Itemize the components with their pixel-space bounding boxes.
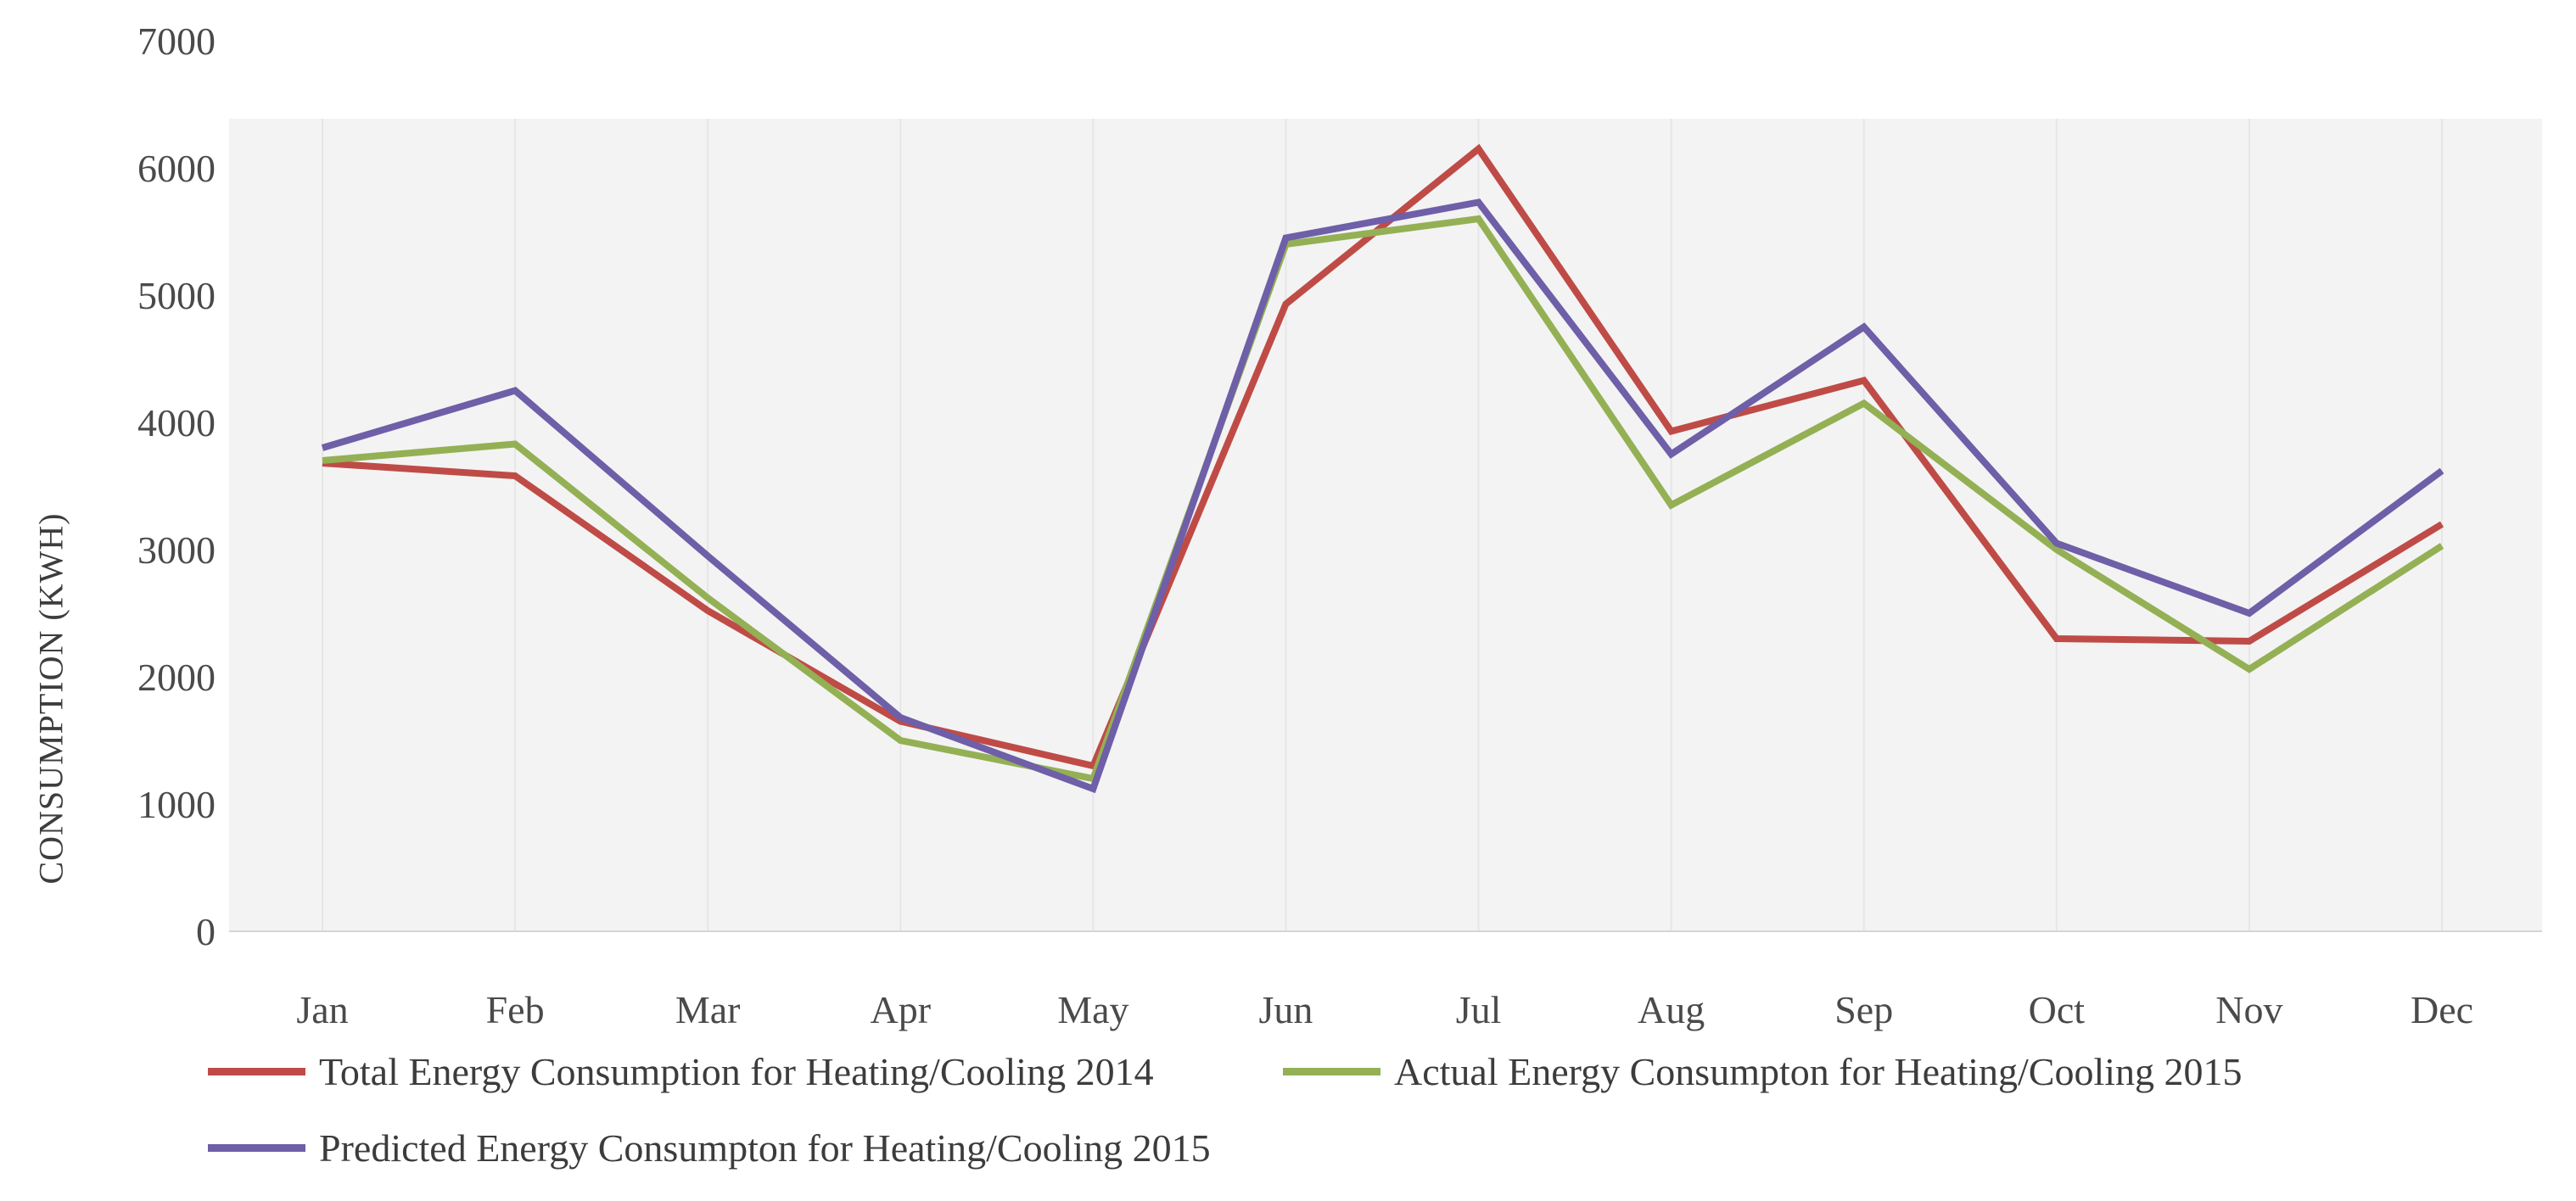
x-tick-label: Aug — [1638, 988, 1705, 1031]
x-tick-label: Sep — [1834, 988, 1893, 1031]
x-tick-label: Dec — [2411, 988, 2473, 1031]
legend-label: Actual Energy Consumpton for Heating/Coo… — [1394, 1049, 2243, 1093]
x-tick-label: Oct — [2029, 988, 2086, 1031]
x-tick-label: Jan — [296, 988, 348, 1031]
series-line-0 — [322, 143, 2444, 770]
legend-item: Total Energy Consumption for Heating/Coo… — [208, 1049, 1154, 1093]
legend-label: Total Energy Consumption for Heating/Coo… — [319, 1049, 1154, 1093]
x-tick-label: Nov — [2215, 988, 2282, 1031]
x-tick-label: May — [1057, 988, 1128, 1031]
series-line-1 — [322, 215, 2444, 783]
x-tick-label: Jul — [1456, 988, 1502, 1031]
plot-background — [229, 119, 2542, 931]
y-tick-label: 3000 — [137, 528, 216, 572]
x-tick-label: Mar — [675, 988, 741, 1031]
legend-swatch — [208, 1067, 305, 1075]
legend-swatch — [208, 1143, 305, 1152]
legend-label: Predicted Energy Consumpton for Heating/… — [319, 1126, 1211, 1170]
y-tick-label: 0 — [196, 910, 216, 953]
series-line-2 — [321, 198, 2444, 794]
y-tick-label: 5000 — [137, 274, 216, 317]
y-axis-title: CONSUMPTION (KWH) — [31, 512, 70, 885]
y-tick-label: 4000 — [137, 401, 216, 444]
legend-item: Actual Energy Consumpton for Heating/Coo… — [1283, 1049, 2243, 1093]
y-tick-label: 7000 — [137, 20, 216, 63]
legend-swatch — [1283, 1067, 1380, 1075]
legend-item: Predicted Energy Consumpton for Heating/… — [208, 1126, 1211, 1170]
x-tick-label: Jun — [1259, 988, 1313, 1031]
x-tick-label: Feb — [486, 988, 545, 1031]
y-tick-label: 2000 — [137, 656, 216, 699]
y-tick-label: 6000 — [137, 147, 216, 190]
y-tick-label: 1000 — [137, 783, 216, 826]
x-tick-label: Apr — [870, 988, 931, 1031]
